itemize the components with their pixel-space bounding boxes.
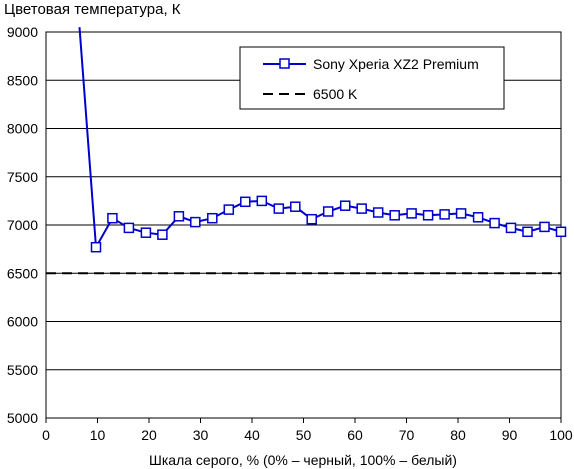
y-axis: 5000 5500 6000 6500 7000 7500 8000 8500 9000 xyxy=(7,24,38,426)
x-tick-label: 10 xyxy=(90,427,106,443)
data-point xyxy=(406,208,417,219)
legend-box xyxy=(239,46,505,110)
x-tick-label: 70 xyxy=(399,427,415,443)
data-point xyxy=(207,212,218,224)
data-point xyxy=(306,213,317,225)
data-point xyxy=(372,207,384,218)
y-tick-label: 5500 xyxy=(7,362,38,378)
x-tick-label: 30 xyxy=(193,427,209,443)
data-point xyxy=(256,195,268,207)
data-point xyxy=(555,226,567,238)
data-point xyxy=(356,203,367,214)
data-point xyxy=(107,212,118,224)
x-axis-title: Шкала серого, % (0% – черный, 100% – бел… xyxy=(149,452,457,468)
legend-label-device: Sony Xperia XZ2 Premium xyxy=(313,56,479,72)
x-tick-label: 20 xyxy=(141,427,157,443)
y-tick-label: 7500 xyxy=(7,169,38,185)
data-point xyxy=(157,229,168,240)
legend: Sony Xperia XZ2 Premium 6500 K xyxy=(239,46,505,110)
data-point xyxy=(173,211,185,222)
x-tick-label: 40 xyxy=(244,427,260,443)
x-tick-label: 60 xyxy=(347,427,363,443)
legend-label-reference: 6500 K xyxy=(313,86,358,102)
y-tick-label: 8000 xyxy=(7,121,38,137)
data-point xyxy=(123,222,135,234)
data-point xyxy=(472,212,484,223)
data-point xyxy=(489,217,500,229)
data-point xyxy=(522,226,533,238)
x-tick-label: 0 xyxy=(42,427,50,443)
x-tick-label: 90 xyxy=(502,427,518,443)
y-tick-label: 8500 xyxy=(7,72,38,88)
data-point xyxy=(223,204,235,215)
data-point xyxy=(240,196,251,208)
data-point xyxy=(422,210,434,221)
data-point xyxy=(90,241,102,253)
y-tick-label: 6000 xyxy=(7,314,38,330)
data-point xyxy=(322,206,334,217)
data-point xyxy=(389,210,400,221)
x-tick-label: 80 xyxy=(450,427,466,443)
y-tick-label: 7000 xyxy=(7,217,38,233)
chart-title: Цветовая температура, К xyxy=(4,1,181,18)
series xyxy=(46,27,567,275)
y-tick-label: 6500 xyxy=(7,265,38,281)
data-point xyxy=(539,221,550,233)
x-axis: 0 10 20 30 40 50 60 70 80 90 100 xyxy=(42,418,573,443)
data-point xyxy=(190,216,201,228)
y-tick-label: 9000 xyxy=(7,24,38,40)
data-point xyxy=(339,200,351,211)
data-point xyxy=(290,201,301,212)
y-tick-label: 5000 xyxy=(7,410,38,426)
legend-marker-device xyxy=(279,58,290,69)
x-tick-label: 50 xyxy=(296,427,312,443)
data-point xyxy=(140,227,152,238)
data-point xyxy=(455,208,467,219)
data-point xyxy=(439,209,450,220)
x-tick-label: 100 xyxy=(549,427,573,443)
data-point xyxy=(273,203,285,214)
data-point xyxy=(505,222,517,234)
